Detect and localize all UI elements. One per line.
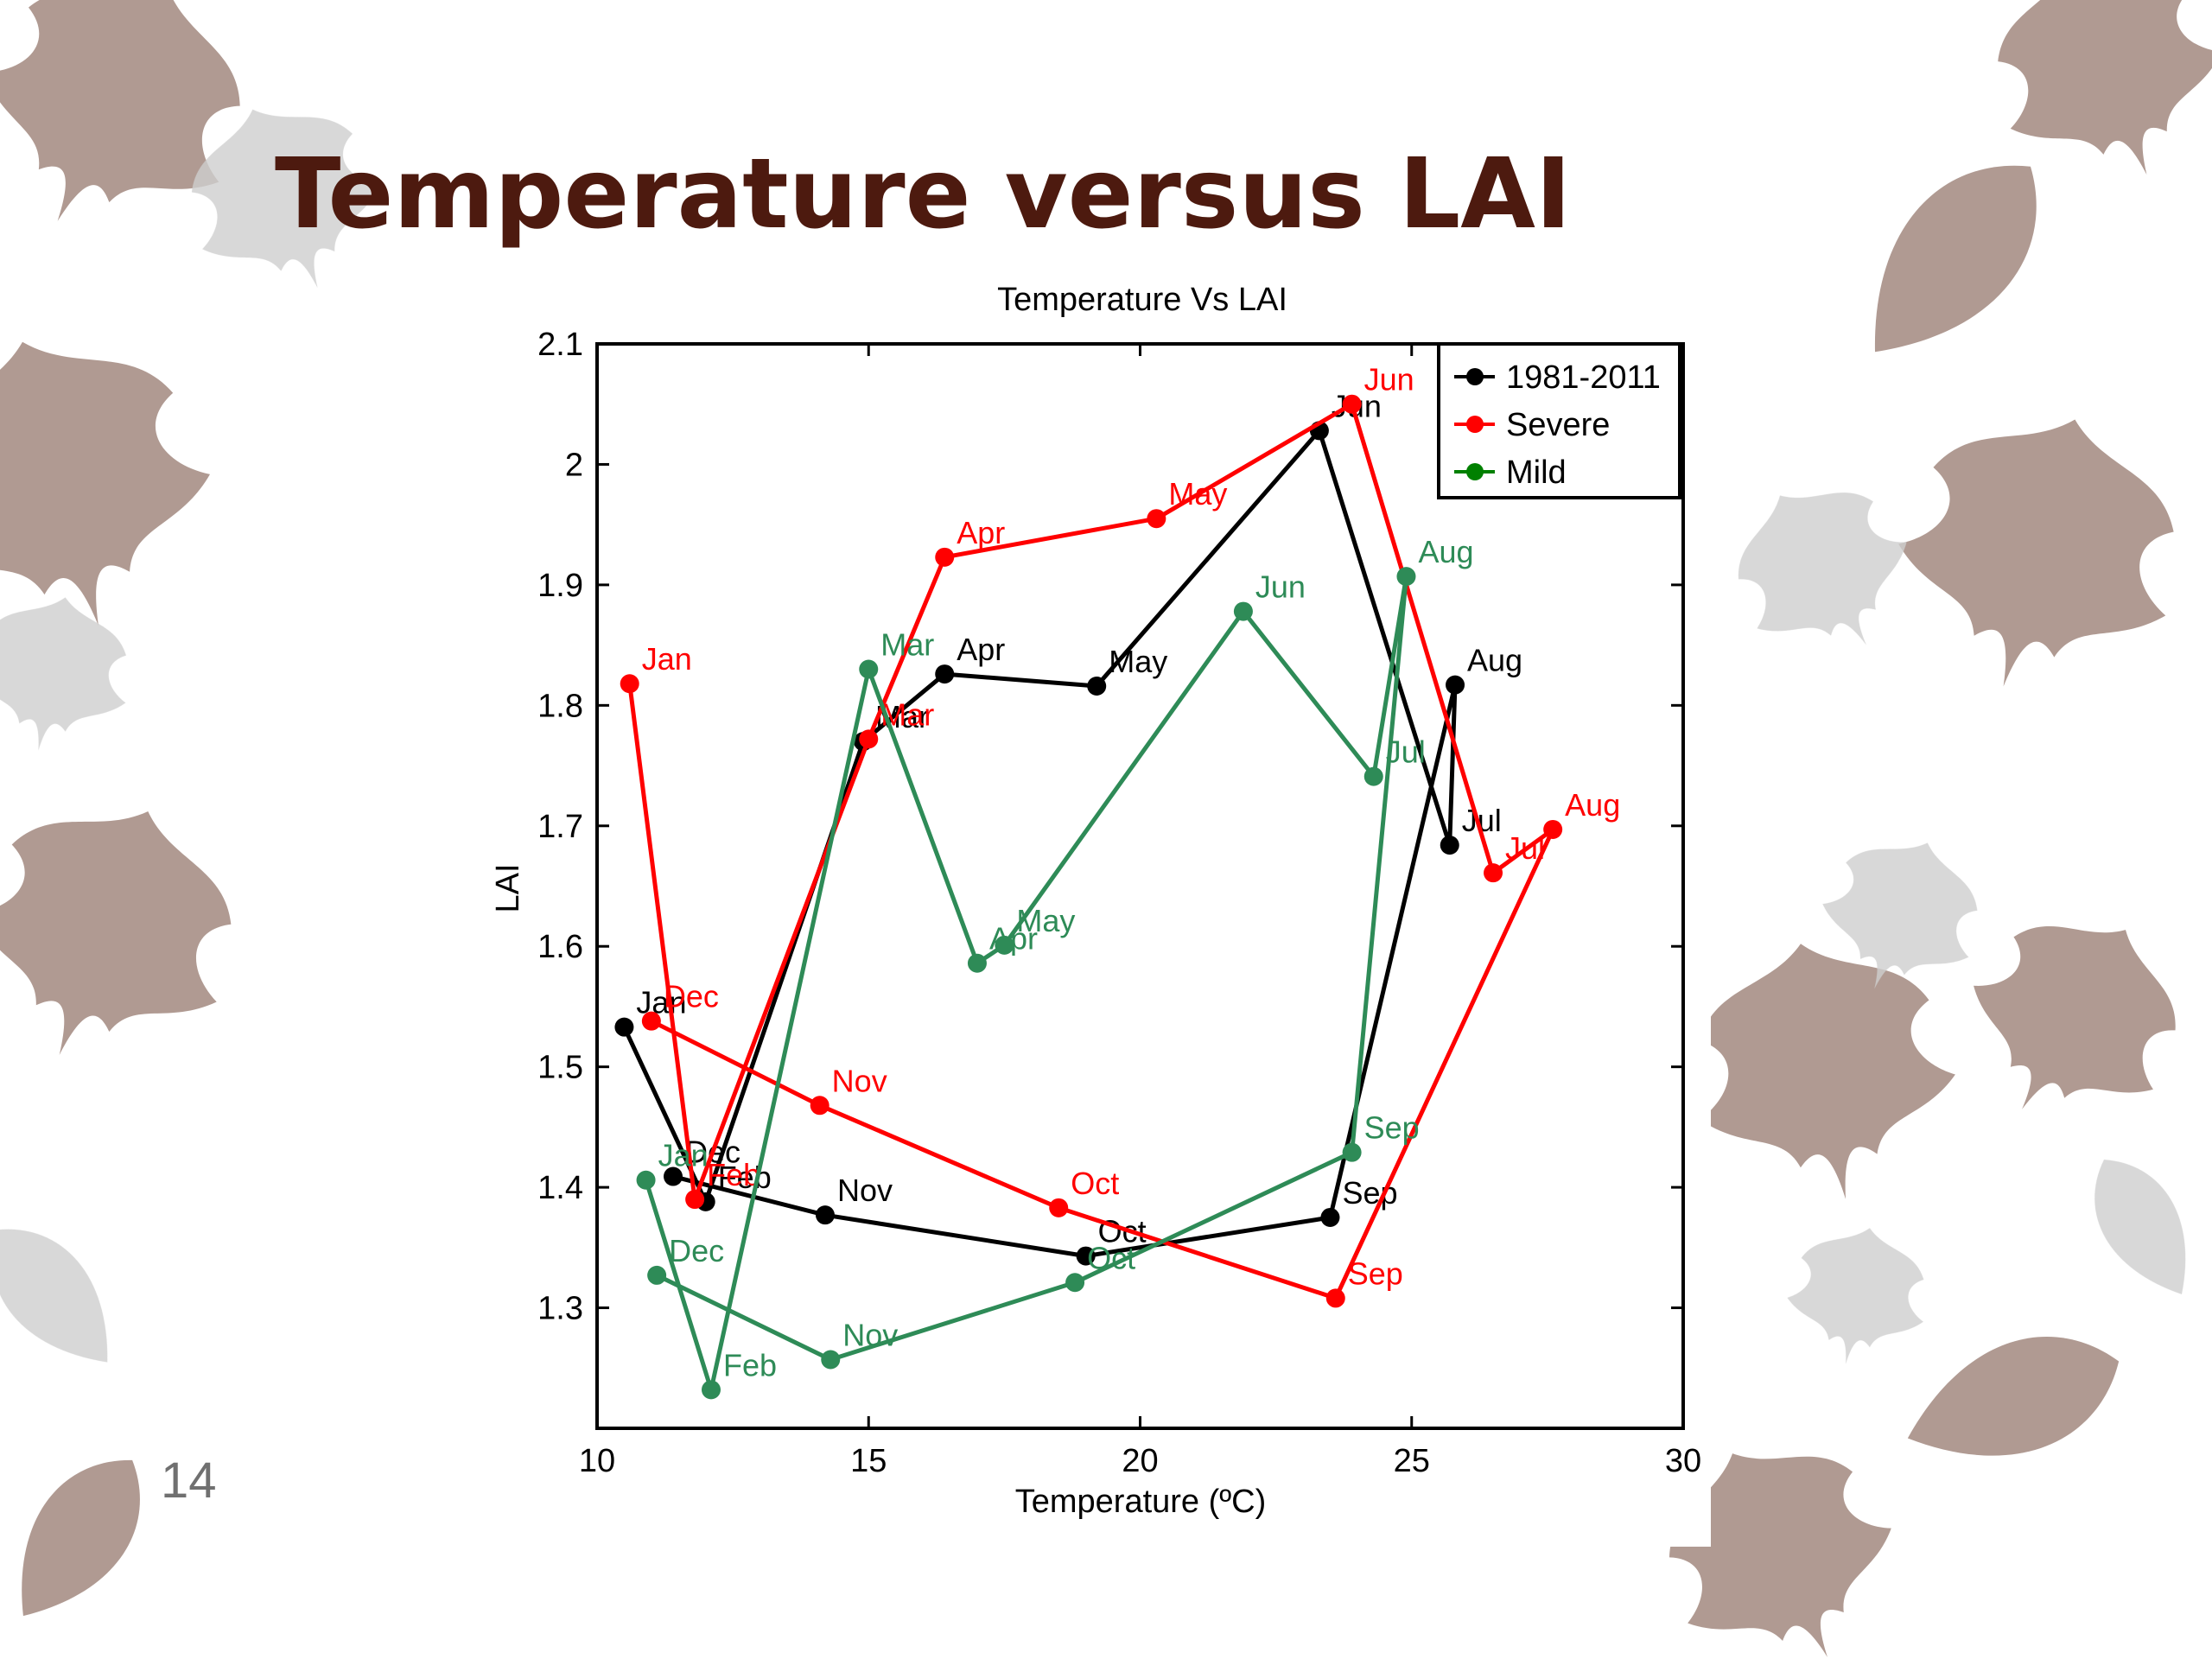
legend[interactable]: 1981-2011 Severe Mild [1437, 342, 1681, 499]
data-point-mild-oct[interactable] [1065, 1273, 1085, 1293]
y-tick-label: 1.3 [537, 1291, 583, 1327]
data-point-severe-aug[interactable] [1543, 819, 1563, 839]
legend-marker-1981-2011 [1466, 368, 1484, 385]
y-axis-ticks: 1.3 1.4 1.5 1.6 1.7 1.8 1.9 2 2.1 [537, 327, 1683, 1327]
point-label-1981-2011-nov: Nov [837, 1173, 893, 1208]
data-point-severe-nov[interactable] [810, 1096, 830, 1116]
y-tick-label: 1.6 [537, 929, 583, 965]
y-tick-label: 2.1 [537, 327, 583, 363]
data-point-mild-apr[interactable] [967, 953, 987, 973]
point-label-mild-oct: Oct [1087, 1240, 1135, 1275]
point-label-severe-jan: Jan [642, 641, 692, 677]
y-tick-label: 1.9 [537, 568, 583, 604]
data-point-severe-oct[interactable] [1049, 1198, 1069, 1217]
legend-label-mild: Mild [1506, 454, 1567, 491]
data-point-1981-2011-oct[interactable] [1076, 1246, 1096, 1266]
point-label-1981-2011-may: May [1109, 644, 1167, 679]
y-axis-label: LAI [490, 863, 526, 912]
point-label-mild-jan: Jan [658, 1138, 709, 1173]
data-point-mild-dec[interactable] [647, 1265, 667, 1285]
point-label-1981-2011-aug: Aug [1467, 643, 1522, 678]
data-point-severe-feb[interactable] [685, 1190, 705, 1210]
point-label-severe-jun: Jun [1364, 362, 1414, 397]
point-label-1981-2011-oct: Oct [1098, 1214, 1147, 1249]
data-point-1981-2011-dec[interactable] [663, 1166, 683, 1186]
point-label-severe-nov: Nov [832, 1063, 887, 1098]
data-point-severe-dec[interactable] [641, 1011, 661, 1031]
data-point-mild-mar[interactable] [859, 659, 879, 679]
series-layer: JanFebMarAprMayJunJulAugSepOctNovDecJanF… [614, 362, 1620, 1400]
data-point-1981-2011-sep[interactable] [1320, 1207, 1340, 1227]
legend-marker-mild [1466, 463, 1484, 480]
point-label-mild-feb: Feb [723, 1347, 777, 1382]
point-label-1981-2011-feb: Feb [718, 1160, 772, 1195]
data-point-mild-jan[interactable] [636, 1170, 656, 1190]
legend-label-severe: Severe [1506, 407, 1610, 443]
y-tick-label: 2 [565, 447, 583, 483]
data-point-1981-2011-may[interactable] [1087, 677, 1107, 696]
series-line-severe [627, 402, 1555, 1300]
data-point-severe-sep[interactable] [1325, 1288, 1345, 1308]
point-label-severe-may: May [1168, 476, 1227, 512]
point-label-mild-aug: Aug [1418, 534, 1473, 569]
point-label-mild-jul: Jul [1386, 734, 1426, 770]
data-point-1981-2011-jan[interactable] [614, 1017, 634, 1037]
point-label-mild-may: May [1016, 903, 1075, 938]
x-tick-label: 20 [1122, 1443, 1158, 1479]
data-point-severe-apr[interactable] [935, 547, 955, 567]
data-point-1981-2011-jul[interactable] [1440, 836, 1459, 855]
chart-title: Temperature Vs LAI [997, 282, 1287, 318]
data-point-severe-jul[interactable] [1484, 863, 1503, 883]
data-point-severe-may[interactable] [1147, 509, 1166, 529]
point-label-1981-2011-apr: Apr [957, 632, 1005, 667]
data-point-mild-may[interactable] [995, 935, 1014, 955]
x-tick-label: 25 [1394, 1443, 1430, 1479]
x-tick-label: 15 [850, 1443, 887, 1479]
page-number: 14 [161, 1452, 217, 1509]
point-label-mild-dec: Dec [669, 1233, 724, 1268]
y-tick-label: 1.5 [537, 1050, 583, 1086]
x-axis-label: Temperature (ºC) [1015, 1484, 1267, 1520]
data-point-severe-jun[interactable] [1342, 394, 1362, 414]
point-label-1981-2011-jan: Jan [636, 985, 686, 1020]
data-point-severe-jan[interactable] [620, 674, 639, 694]
y-tick-label: 1.7 [537, 809, 583, 845]
point-label-severe-apr: Apr [957, 515, 1005, 550]
point-label-mild-jun: Jun [1255, 569, 1306, 605]
data-point-1981-2011-aug[interactable] [1446, 675, 1465, 695]
point-label-severe-oct: Oct [1071, 1166, 1119, 1201]
data-point-mild-jun[interactable] [1233, 601, 1253, 621]
data-point-severe-mar[interactable] [859, 729, 879, 749]
x-axis-ticks: 10 15 20 25 30 [579, 344, 1701, 1479]
y-tick-label: 1.8 [537, 688, 583, 724]
x-tick-label: 10 [579, 1443, 615, 1479]
legend-label-1981-2011: 1981-2011 [1506, 359, 1661, 396]
point-label-mild-nov: Nov [842, 1318, 898, 1353]
x-tick-label: 30 [1665, 1443, 1701, 1479]
data-point-mild-feb[interactable] [701, 1380, 721, 1400]
point-label-mild-sep: Sep [1364, 1110, 1420, 1146]
data-point-mild-jul[interactable] [1363, 766, 1383, 786]
series-line-mild [644, 574, 1408, 1392]
point-label-severe-dec: Dec [664, 979, 719, 1014]
slide-title: Temperature versus LAI [275, 138, 1572, 251]
point-label-severe-aug: Aug [1565, 787, 1620, 823]
data-point-mild-sep[interactable] [1342, 1142, 1362, 1162]
point-label-severe-feb: Feb [707, 1157, 760, 1192]
y-tick-label: 1.4 [537, 1170, 583, 1206]
point-label-mild-mar: Mar [880, 627, 934, 663]
point-label-severe-sep: Sep [1348, 1255, 1403, 1291]
data-point-mild-nov[interactable] [821, 1350, 841, 1370]
data-point-1981-2011-apr[interactable] [935, 664, 955, 684]
legend-marker-severe [1466, 416, 1484, 433]
data-point-mild-aug[interactable] [1396, 567, 1416, 587]
point-label-severe-jul: Jul [1505, 830, 1545, 866]
data-point-1981-2011-nov[interactable] [815, 1205, 835, 1225]
